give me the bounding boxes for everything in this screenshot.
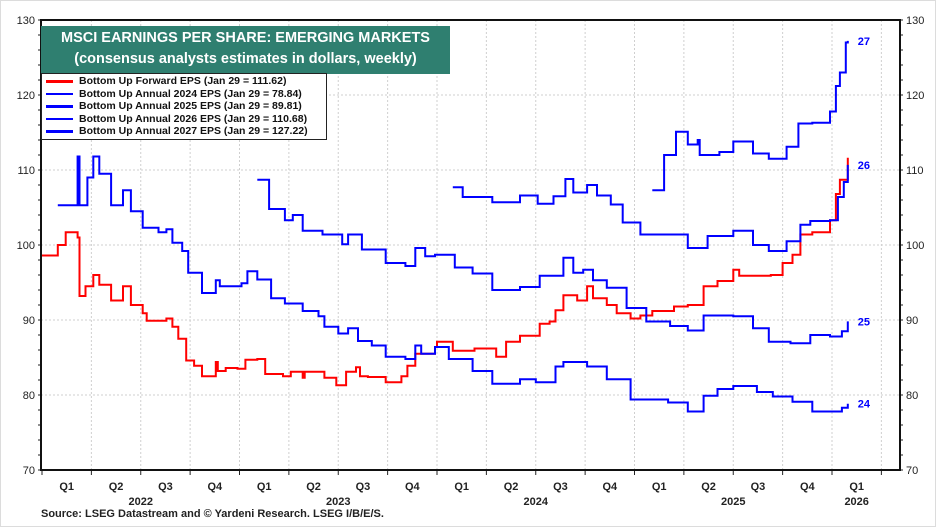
x-year-label: 2026 <box>844 496 868 508</box>
x-quarter-label: Q3 <box>553 481 568 493</box>
x-quarter-label: Q3 <box>751 481 766 493</box>
series-end-label: 27 <box>858 36 870 48</box>
y-tick-label-right: 80 <box>906 390 918 402</box>
x-quarter-label: Q2 <box>504 481 519 493</box>
source-note: Source: LSEG Datastream and © Yardeni Re… <box>41 508 384 520</box>
y-tick-label-right: 70 <box>906 465 918 477</box>
y-tick-label-right: 100 <box>906 240 924 252</box>
x-quarter-label: Q1 <box>257 481 272 493</box>
chart-title: MSCI EARNINGS PER SHARE: EMERGING MARKET… <box>61 30 430 46</box>
x-year-label: 2024 <box>524 496 549 508</box>
series-line-2 <box>257 178 849 345</box>
x-quarter-label: Q4 <box>405 481 421 493</box>
legend-item: Bottom Up Annual 2027 EPS (Jan 29 = 127.… <box>46 125 326 138</box>
x-quarter-label: Q2 <box>701 481 716 493</box>
x-year-label: 2023 <box>326 496 350 508</box>
legend-swatch <box>46 92 73 95</box>
y-tick-label-left: 120 <box>17 90 35 102</box>
legend-item: Bottom Up Annual 2026 EPS (Jan 29 = 110.… <box>46 113 326 126</box>
x-quarter-label: Q2 <box>109 481 124 493</box>
x-year-label: 2022 <box>129 496 153 508</box>
y-tick-label-right: 90 <box>906 315 918 327</box>
x-quarter-label: Q1 <box>59 481 74 493</box>
series-line-0 <box>42 157 849 387</box>
series-end-label: 26 <box>858 160 870 172</box>
x-quarter-label: Q1 <box>652 481 667 493</box>
x-quarter-label: Q4 <box>800 481 816 493</box>
y-tick-label-left: 130 <box>17 15 35 27</box>
legend-label: Bottom Up Annual 2025 EPS (Jan 29 = 89.8… <box>79 100 302 113</box>
legend-swatch <box>46 80 73 83</box>
y-tick-label-right: 130 <box>906 15 924 27</box>
y-tick-label-left: 100 <box>17 240 35 252</box>
series-line-4 <box>652 40 849 192</box>
legend: Bottom Up Forward EPS (Jan 29 = 111.62) B… <box>41 73 327 140</box>
legend-item: Bottom Up Annual 2024 EPS (Jan 29 = 78.8… <box>46 88 326 101</box>
legend-item: Bottom Up Annual 2025 EPS (Jan 29 = 89.8… <box>46 100 326 113</box>
y-tick-label-left: 90 <box>23 315 35 327</box>
x-quarter-label: Q3 <box>158 481 173 493</box>
legend-swatch <box>46 117 73 120</box>
legend-swatch <box>46 105 73 108</box>
x-quarter-label: Q4 <box>602 481 618 493</box>
legend-label: Bottom Up Annual 2024 EPS (Jan 29 = 78.8… <box>79 87 302 100</box>
legend-swatch <box>46 130 73 133</box>
series-line-1 <box>57 155 849 413</box>
y-tick-label-right: 110 <box>906 165 924 177</box>
chart-subtitle: (consensus analysts estimates in dollars… <box>74 51 417 67</box>
legend-item: Bottom Up Forward EPS (Jan 29 = 111.62) <box>46 75 326 88</box>
legend-label: Bottom Up Annual 2027 EPS (Jan 29 = 127.… <box>79 125 308 138</box>
x-quarter-label: Q1 <box>849 481 864 493</box>
series-end-label: 24 <box>858 399 871 411</box>
x-quarter-label: Q2 <box>306 481 321 493</box>
y-tick-label-right: 120 <box>906 90 924 102</box>
x-quarter-label: Q4 <box>207 481 223 493</box>
y-tick-label-left: 70 <box>23 465 35 477</box>
series-line-3 <box>452 164 849 252</box>
chart-title-box: MSCI EARNINGS PER SHARE: EMERGING MARKET… <box>41 26 450 74</box>
y-tick-label-left: 80 <box>23 390 35 402</box>
x-year-label: 2025 <box>721 496 745 508</box>
series-end-label: 25 <box>858 316 870 328</box>
legend-label: Bottom Up Annual 2026 EPS (Jan 29 = 110.… <box>79 112 308 125</box>
plot-frame <box>40 19 901 471</box>
y-tick-label-left: 110 <box>17 165 35 177</box>
x-quarter-label: Q3 <box>356 481 371 493</box>
legend-label: Bottom Up Forward EPS (Jan 29 = 111.62) <box>79 75 287 88</box>
x-quarter-label: Q1 <box>454 481 469 493</box>
